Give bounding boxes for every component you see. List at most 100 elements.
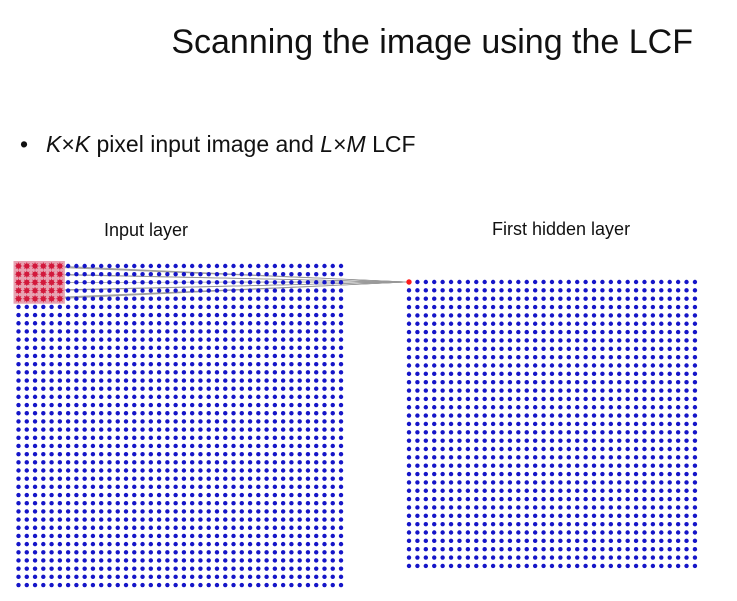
- input-neuron: [41, 394, 46, 400]
- hidden-neuron: [423, 329, 429, 335]
- input-neuron: [156, 517, 162, 522]
- input-neuron: [297, 443, 302, 449]
- hidden-neuron: [440, 530, 445, 535]
- hidden-neuron: [541, 488, 546, 493]
- input-neuron: [264, 296, 269, 301]
- input-neuron: [82, 558, 87, 563]
- input-neuron: [107, 509, 112, 514]
- input-neuron: [289, 378, 294, 383]
- hidden-neuron: [532, 346, 538, 351]
- input-neuron: [272, 312, 278, 318]
- input-neuron: [338, 509, 344, 514]
- input-neuron: [305, 468, 311, 473]
- hidden-neuron: [406, 363, 412, 368]
- input-neuron: [223, 280, 228, 285]
- hidden-neuron: [432, 413, 437, 418]
- input-neuron: [214, 312, 220, 318]
- input-neuron: [148, 517, 154, 522]
- input-neuron: [148, 533, 154, 539]
- hidden-neuron: [532, 396, 538, 402]
- input-neuron: [223, 263, 228, 269]
- hidden-neuron: [667, 471, 672, 477]
- hidden-neuron: [432, 488, 437, 493]
- input-neuron: [247, 304, 253, 310]
- hidden-neuron: [532, 279, 538, 285]
- hidden-neuron: [457, 354, 462, 360]
- input-neuron: [338, 329, 344, 334]
- input-neuron: [99, 370, 104, 375]
- input-neuron: [181, 566, 187, 571]
- input-neuron: [314, 525, 319, 530]
- input-neuron: [314, 468, 319, 473]
- input-neuron: [148, 263, 154, 269]
- input-neuron: [49, 443, 54, 449]
- input-neuron: [189, 312, 195, 318]
- input-neuron: [198, 443, 203, 449]
- hidden-neuron: [642, 421, 647, 427]
- input-neuron: [99, 517, 104, 522]
- input-neuron: [272, 304, 278, 310]
- hidden-neuron: [667, 505, 672, 510]
- input-neuron: [198, 345, 203, 350]
- input-neuron: [264, 550, 269, 555]
- hidden-neuron: [507, 530, 513, 535]
- hidden-neuron: [692, 513, 698, 518]
- hidden-neuron: [549, 380, 555, 385]
- input-neuron: [107, 435, 112, 440]
- input-neuron: [305, 271, 311, 277]
- input-neuron: [280, 304, 286, 310]
- input-neuron: [314, 484, 319, 490]
- hidden-neuron: [406, 438, 412, 443]
- input-neuron: [297, 566, 302, 571]
- input-neuron: [165, 321, 170, 326]
- hidden-neuron: [440, 321, 445, 326]
- input-neuron: [280, 541, 286, 547]
- input-neuron: [115, 492, 120, 498]
- hidden-neuron: [490, 438, 496, 443]
- hidden-neuron: [675, 304, 681, 310]
- input-neuron: [338, 386, 344, 391]
- hidden-neuron: [667, 555, 672, 560]
- input-neuron: [173, 386, 178, 391]
- input-neuron: [99, 550, 104, 555]
- hidden-neuron: [591, 296, 597, 301]
- input-neuron: [148, 361, 154, 367]
- hidden-neuron: [659, 538, 664, 544]
- input-neuron: [198, 468, 203, 473]
- input-neuron: [156, 402, 162, 408]
- input-neuron: [247, 402, 253, 408]
- input-neuron: [74, 476, 79, 481]
- input-neuron: [132, 435, 137, 440]
- hidden-neuron: [608, 496, 614, 502]
- input-neuron: [49, 304, 54, 310]
- input-neuron: [57, 517, 63, 522]
- input-neuron: [32, 558, 38, 563]
- hidden-neuron: [457, 396, 462, 402]
- input-neuron: [115, 558, 120, 563]
- hidden-neuron: [684, 288, 689, 293]
- input-neuron: [247, 517, 253, 522]
- input-neuron: [338, 280, 344, 285]
- input-neuron: [206, 312, 211, 318]
- hidden-neuron: [684, 446, 689, 452]
- input-neuron: [123, 582, 129, 588]
- input-neuron: [231, 541, 236, 547]
- input-neuron: [16, 353, 21, 359]
- input-neuron: [90, 419, 96, 424]
- input-neuron: [189, 263, 195, 269]
- hidden-neuron: [684, 346, 689, 351]
- hidden-neuron: [440, 279, 445, 285]
- hidden-neuron: [583, 496, 588, 502]
- input-neuron: [223, 443, 228, 449]
- input-neuron: [297, 411, 302, 416]
- input-neuron: [107, 533, 112, 539]
- input-neuron: [330, 427, 335, 432]
- input-neuron: [305, 566, 311, 571]
- input-neuron: [165, 558, 170, 563]
- filter-unit: [14, 278, 23, 286]
- hidden-neuron: [575, 371, 580, 377]
- filter-unit: [56, 295, 64, 303]
- hidden-neuron: [566, 354, 571, 360]
- input-neuron: [206, 492, 211, 498]
- hidden-neuron: [440, 354, 445, 360]
